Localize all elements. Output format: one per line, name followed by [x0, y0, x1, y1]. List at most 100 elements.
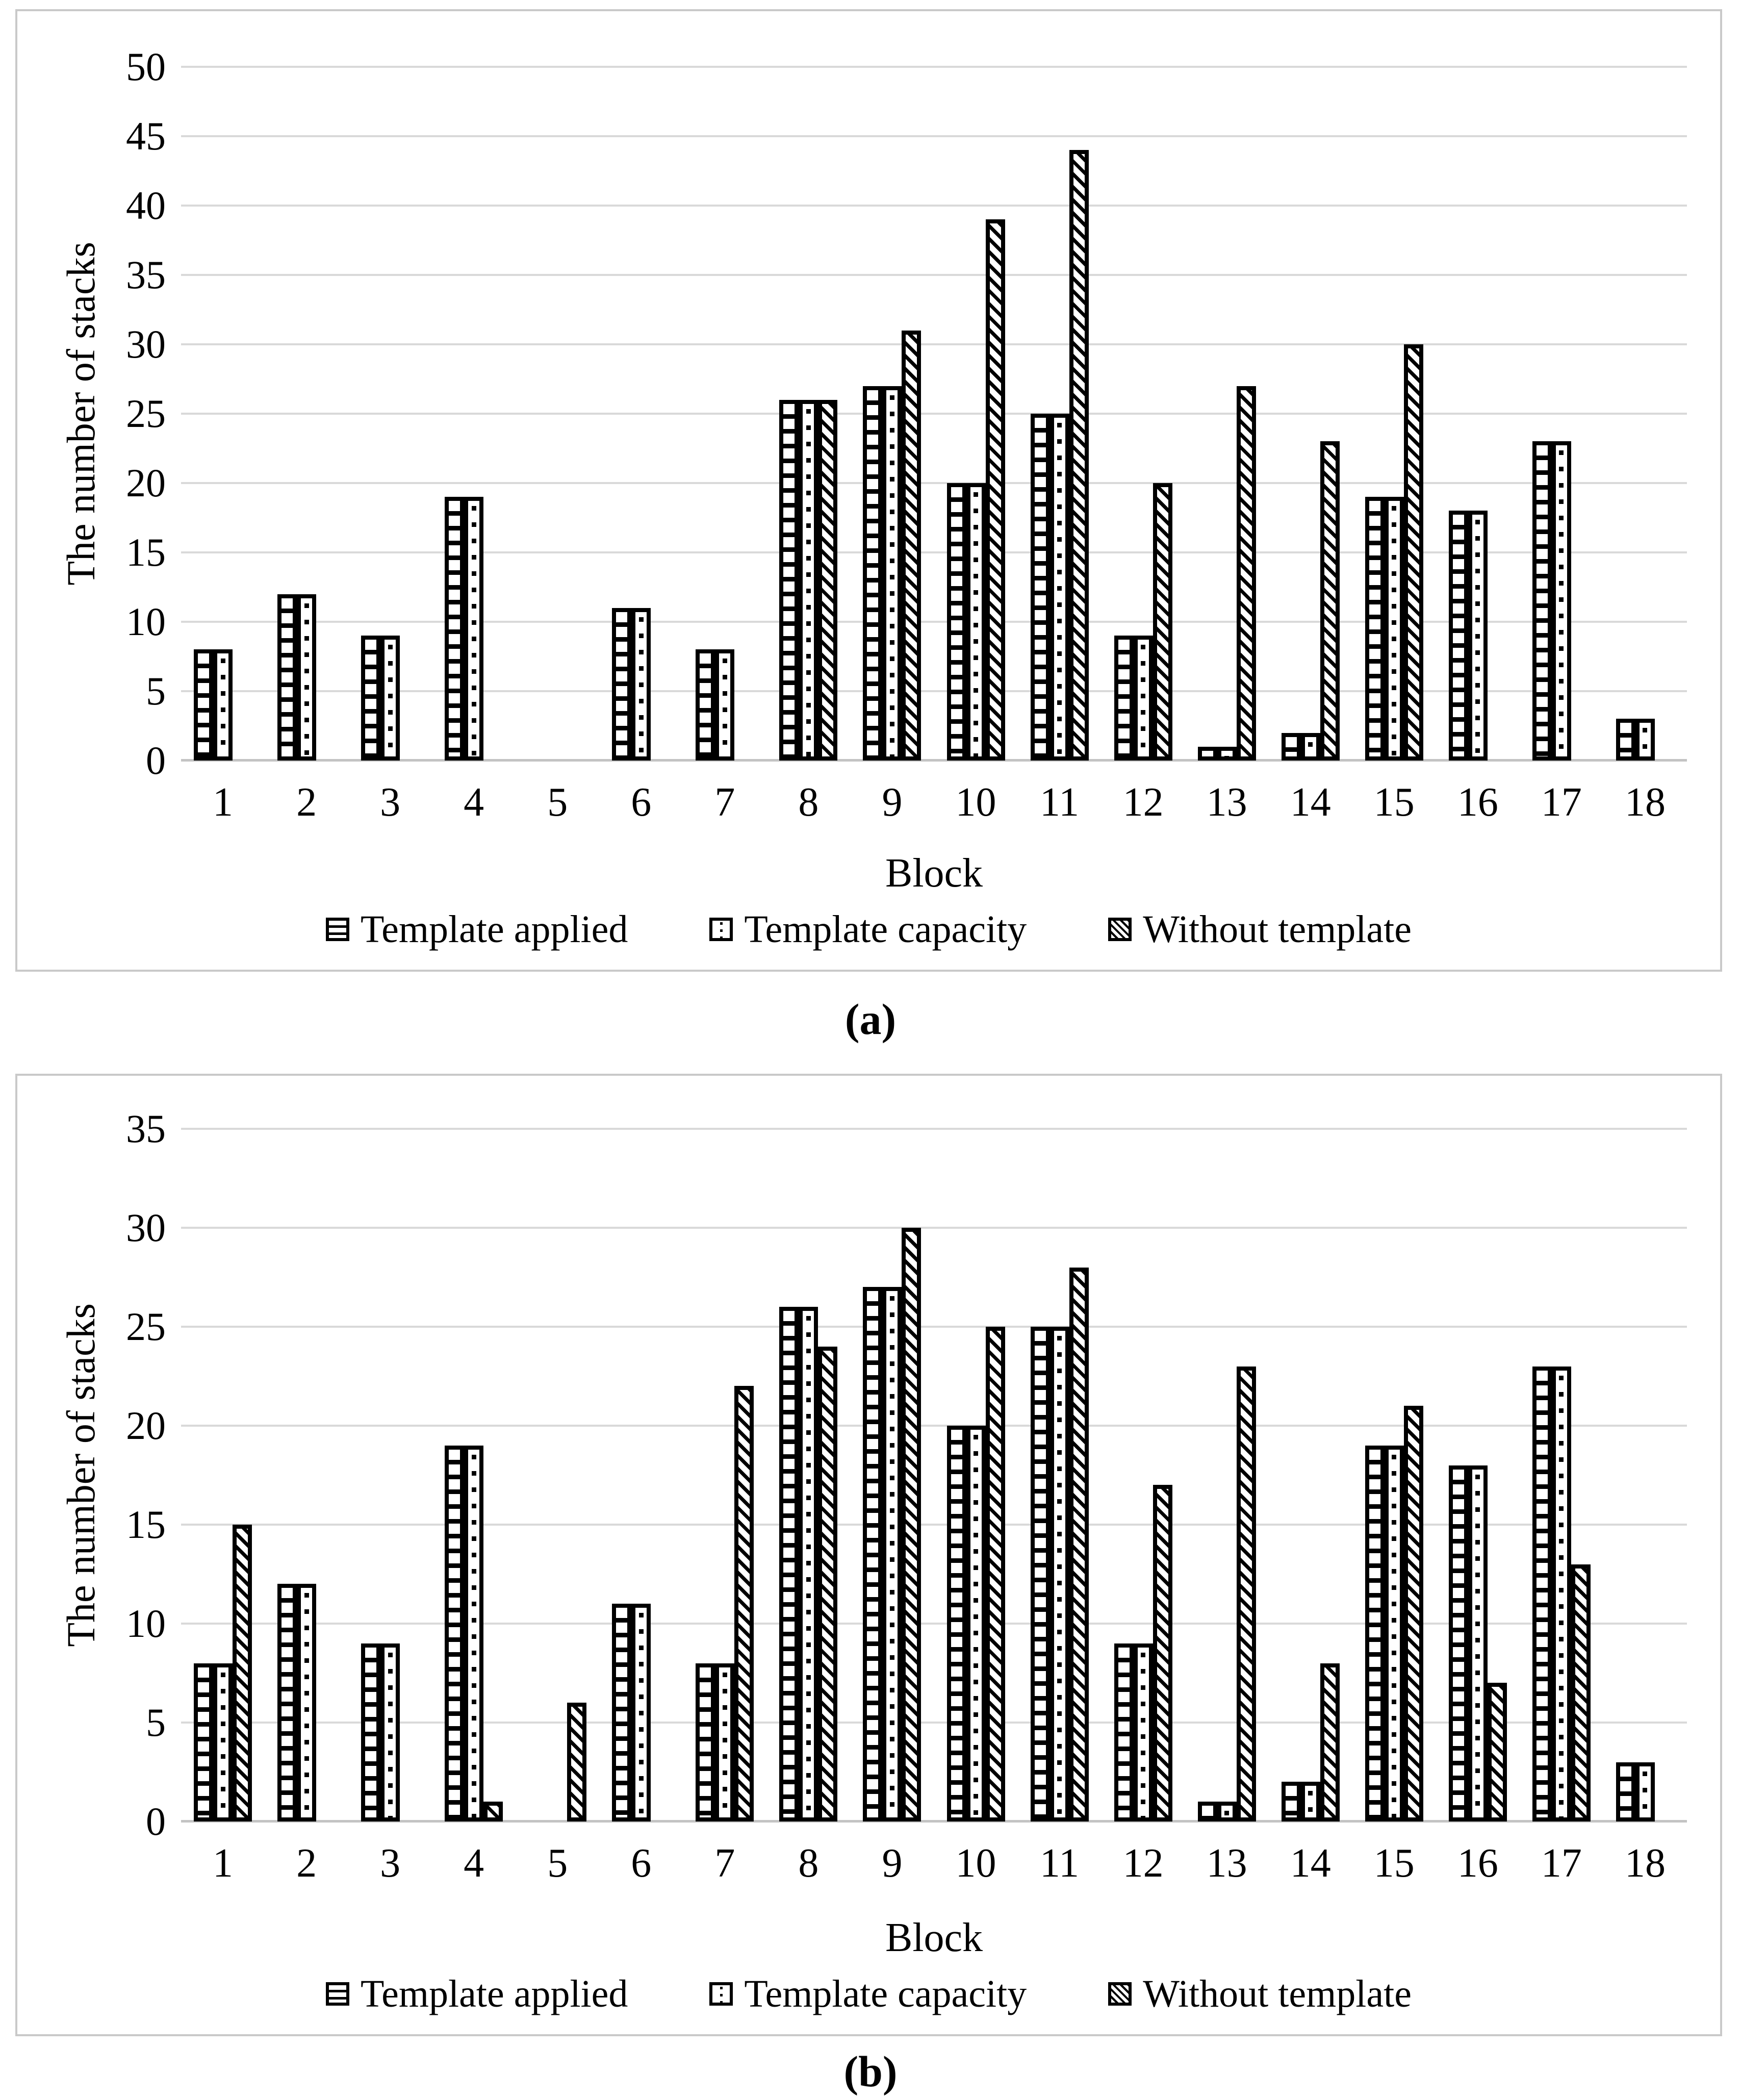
bar [1616, 719, 1635, 761]
y-tick-label: 45 [126, 114, 166, 158]
gridline [181, 66, 1687, 68]
bar-slot [548, 67, 567, 761]
y-axis-title: The number of stacks [59, 1303, 103, 1647]
bar [380, 636, 400, 761]
bar-slot [483, 67, 503, 761]
bar-slot [380, 67, 400, 761]
bar-slot [1114, 1129, 1134, 1821]
bar-slot [882, 67, 902, 761]
bar-slot [734, 1129, 754, 1821]
bar-slot [1488, 67, 1507, 761]
bar [277, 594, 297, 761]
bar-group-block-12 [1102, 67, 1185, 761]
bar-slot [902, 67, 921, 761]
bar [1217, 746, 1237, 761]
x-tick-label: 1 [213, 1841, 234, 1886]
gridline [181, 413, 1687, 415]
bar-slot [1133, 1129, 1153, 1821]
legend-item-template-applied: Template applied [326, 1975, 628, 2013]
bar [985, 1327, 1005, 1821]
bar-slot [528, 1129, 548, 1821]
bar-slot [779, 67, 799, 761]
bar-slot [361, 1129, 381, 1821]
bar [799, 399, 818, 761]
bar [1281, 732, 1301, 761]
bar-slot [1635, 67, 1655, 761]
bar [1197, 1802, 1217, 1821]
x-tick-label: 10 [955, 1841, 996, 1886]
y-tick-label: 10 [126, 1601, 166, 1646]
gridline [181, 1722, 1687, 1724]
bar [1030, 1327, 1050, 1821]
bar [1571, 1564, 1591, 1821]
y-tick-label: 35 [126, 252, 166, 297]
bar-slot [734, 67, 754, 761]
x-tick-label: 11 [1040, 1841, 1080, 1886]
bar-group-block-8 [766, 1129, 850, 1821]
bar-group-block-1 [181, 67, 265, 761]
legend-swatch-diagonal-stripes [1108, 918, 1132, 941]
bar-slot [1030, 67, 1050, 761]
bar-slot [612, 1129, 632, 1821]
bar-slot [1236, 1129, 1256, 1821]
bar-slot [966, 1129, 986, 1821]
bar-slot [1384, 1129, 1404, 1821]
bar [1448, 1465, 1468, 1821]
x-tick-label: 6 [631, 780, 652, 825]
bar [631, 1604, 651, 1821]
bar-slot [194, 1129, 214, 1821]
gridline [181, 482, 1687, 484]
x-tick-label: 12 [1122, 1841, 1164, 1886]
bar-group-block-14 [1269, 1129, 1352, 1821]
legend-item-template-capacity: Template capacity [709, 1975, 1027, 2013]
bar-slot [194, 67, 214, 761]
bar-slot [799, 67, 818, 761]
bar-slot [1635, 1129, 1655, 1821]
bar-slot [818, 67, 838, 761]
y-tick-label: 15 [126, 1502, 166, 1547]
bar-group-block-3 [348, 1129, 432, 1821]
legend-label: Template capacity [744, 908, 1027, 951]
y-tick-label: 0 [146, 738, 166, 782]
plot-area-a: 0 5 10 15 20 25 30 35 40 45 50 1 2 3 4 5 6 7 8 9 10 11 12 13 14 1… [126, 47, 1687, 823]
bar-slot [1030, 1129, 1050, 1821]
x-tick-label: 17 [1541, 780, 1582, 825]
bar-slot [464, 1129, 484, 1821]
bar-group-block-2 [265, 67, 348, 761]
bar [779, 1307, 799, 1821]
x-tick-label: 18 [1624, 780, 1666, 825]
bar [696, 649, 715, 761]
bar-slot [1487, 1129, 1507, 1821]
plot-area-b: 0 5 10 15 20 25 30 35 1 2 3 4 5 6 7 8 9 10 11 12 13 14 15 16 17 1… [126, 1109, 1687, 1884]
bar-group-block-12 [1102, 1129, 1185, 1821]
x-tick-label: 8 [798, 1841, 819, 1886]
bar-slot [1532, 67, 1552, 761]
y-tick-label: 5 [146, 1700, 166, 1744]
bar-slot [445, 67, 465, 761]
bar-slot [779, 1129, 799, 1821]
x-tick-label: 18 [1624, 1841, 1666, 1886]
y-tick-label: 20 [126, 461, 166, 505]
bar [1069, 150, 1089, 761]
bar-slot [799, 1129, 818, 1821]
bar-slot [612, 67, 632, 761]
bar-slot [1217, 67, 1237, 761]
bar [1236, 386, 1256, 761]
bar [213, 649, 233, 761]
bar [882, 386, 902, 761]
bar-group-block-8 [766, 67, 850, 761]
bar-slot [631, 1129, 651, 1821]
bar-slot [946, 67, 966, 761]
bar [1403, 344, 1423, 761]
bar-group-block-10 [934, 1129, 1018, 1821]
bar-slot [1365, 1129, 1385, 1821]
gridline [181, 135, 1687, 137]
y-tick-label: 40 [126, 183, 166, 227]
legend-swatch-dotted-center [709, 1982, 733, 2006]
x-axis-title: Block [885, 1915, 983, 1960]
bar [1551, 441, 1571, 761]
bar [779, 399, 799, 761]
bar [1403, 1406, 1423, 1821]
bar [985, 219, 1005, 761]
bar-slot [1403, 67, 1423, 761]
